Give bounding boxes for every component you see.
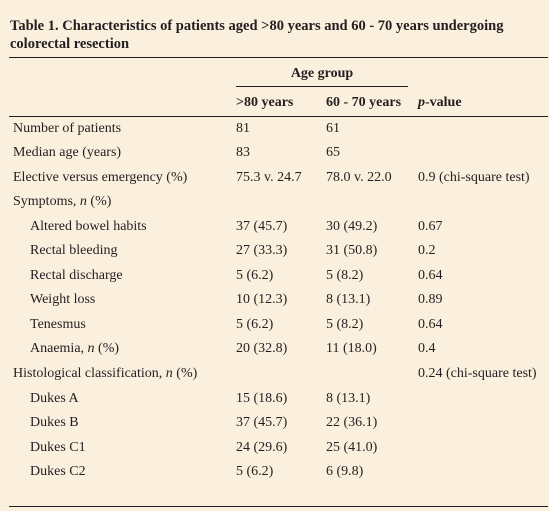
cell-over-80: 27 (33.3) [236, 243, 288, 259]
row-label: Elective versus emergency (%) [13, 166, 187, 191]
table-row: Histological classification, n (%) 0.24 (… [0, 362, 549, 387]
row-label-text: Number of patients [13, 120, 122, 136]
cell-over-80: 81 [236, 120, 250, 136]
row-label: Symptoms, n (%) [13, 190, 111, 215]
table-title-line1: Table 1. Characteristics of patients age… [10, 18, 504, 34]
table-row: Number of patients 81 61 [0, 117, 549, 142]
cell-60-70: 8 (13.1) [326, 390, 371, 406]
cell-over-80: 5 (6.2) [236, 464, 274, 480]
row-label: Dukes B [30, 411, 79, 436]
cell-p-value: 0.9 (chi-square test) [418, 169, 530, 185]
cell-60-70: 5 (8.2) [326, 267, 364, 283]
column-header-p-value: p-value [418, 95, 462, 111]
cell-60-70: 6 (9.8) [326, 464, 364, 480]
cell-p-value: 0.4 [418, 341, 436, 357]
cell-60-70: 65 [326, 145, 340, 161]
row-label-suffix: (%) [86, 194, 112, 210]
table-row: Anaemia, n (%) 20 (32.8) 11 (18.0) 0.4 [0, 337, 549, 362]
cell-60-70: 22 (36.1) [326, 415, 378, 431]
age-group-header: Age group [290, 66, 354, 81]
row-label: Anaemia, n (%) [30, 337, 119, 362]
row-label: Rectal bleeding [30, 239, 117, 264]
cell-over-80: 20 (32.8) [236, 341, 288, 357]
table-row: Weight loss 10 (12.3) 8 (13.1) 0.89 [0, 288, 549, 313]
table-row: Tenesmus 5 (6.2) 5 (8.2) 0.64 [0, 313, 549, 338]
row-label-italic: n [165, 366, 173, 381]
row-label-italic: n [79, 194, 87, 210]
bottom-rule [9, 506, 548, 507]
cell-p-value: 0.67 [418, 218, 443, 234]
row-label-italic: n [87, 341, 95, 357]
row-label: Weight loss [30, 288, 95, 313]
cell-over-80: 5 (6.2) [236, 267, 274, 283]
cell-over-80: 24 (29.6) [236, 439, 288, 455]
header-rule [9, 116, 548, 117]
row-label-text: Rectal bleeding [30, 243, 118, 259]
table-title: Table 1. Characteristics of patients age… [10, 17, 530, 53]
row-label-text: Median age (years) [13, 145, 122, 161]
table-row: Rectal bleeding 27 (33.3) 31 (50.8) 0.2 [0, 239, 549, 264]
row-label-text: Rectal discharge [30, 267, 123, 283]
table-row: Elective versus emergency (%) 75.3 v. 24.… [0, 166, 549, 191]
table-row: Rectal discharge 5 (6.2) 5 (8.2) 0.64 [0, 264, 549, 289]
cell-p-value: 0.64 [418, 267, 443, 283]
row-label: Tenesmus [30, 313, 86, 338]
row-label: Altered bowel habits [30, 215, 147, 240]
row-label-text: Dukes B [30, 415, 79, 431]
cell-60-70: 30 (49.2) [326, 218, 378, 234]
cell-60-70: 78.0 v. 22.0 [326, 169, 392, 185]
row-label: Dukes A [30, 387, 79, 412]
table-row: Dukes B 37 (45.7) 22 (36.1) [0, 411, 549, 436]
cell-over-80: 75.3 v. 24.7 [236, 169, 302, 185]
table-title-line2: colorectal resection [10, 36, 130, 52]
cell-over-80: 83 [236, 145, 250, 161]
cell-p-value: 0.64 [418, 316, 443, 332]
table-row: Symptoms, n (%) [0, 190, 549, 215]
table-row: Dukes A 15 (18.6) 8 (13.1) [0, 387, 549, 412]
row-label: Median age (years) [13, 141, 121, 166]
cell-over-80: 37 (45.7) [236, 218, 288, 234]
row-label-text: Altered bowel habits [30, 218, 147, 234]
row-label-text: Dukes C2 [30, 464, 86, 480]
row-label: Number of patients [13, 117, 121, 142]
cell-over-80: 15 (18.6) [236, 390, 288, 406]
cell-p-value: 0.89 [418, 292, 443, 308]
row-label-suffix: (%) [172, 366, 198, 381]
cell-p-value: 0.2 [418, 243, 436, 259]
table-row: Dukes C2 5 (6.2) 6 (9.8) [0, 460, 549, 485]
cell-over-80: 10 (12.3) [236, 292, 288, 308]
column-header-over-80: >80 years [236, 95, 294, 110]
row-label-suffix: (%) [94, 341, 120, 357]
row-label: Dukes C1 [30, 436, 86, 461]
row-label-text: Weight loss [30, 292, 96, 308]
cell-60-70: 5 (8.2) [326, 316, 364, 332]
cell-60-70: 11 (18.0) [326, 341, 377, 357]
cell-60-70: 25 (41.0) [326, 439, 378, 455]
cell-over-80: 5 (6.2) [236, 316, 274, 332]
p-rest: -value [425, 95, 462, 110]
top-rule [9, 57, 548, 58]
row-label: Histological classification, n (%) [13, 362, 197, 387]
row-label-text: Dukes A [30, 390, 79, 406]
row-label-text: Dukes C1 [30, 439, 86, 455]
cell-60-70: 8 (13.1) [326, 292, 371, 308]
table-row: Altered bowel habits 37 (45.7) 30 (49.2) 0.… [0, 215, 549, 240]
table-row: Median age (years) 83 65 [0, 141, 549, 166]
row-label: Dukes C2 [30, 460, 86, 485]
age-group-rule [236, 86, 408, 87]
cell-p-value: 0.24 (chi-square test) [418, 366, 537, 381]
cell-60-70: 31 (50.8) [326, 243, 378, 259]
row-label-text: Anaemia, [30, 341, 88, 357]
row-label-text: Tenesmus [30, 316, 86, 332]
column-header-60-70: 60 - 70 years [326, 95, 402, 110]
row-label-text: Symptoms, [13, 194, 80, 210]
table-row: Dukes C1 24 (29.6) 25 (41.0) [0, 436, 549, 461]
row-label: Rectal discharge [30, 264, 123, 289]
cell-over-80: 37 (45.7) [236, 415, 288, 431]
row-label-text: Elective versus emergency (%) [13, 169, 188, 185]
row-label-text: Histological classification, [13, 366, 166, 381]
p-italic: p [418, 95, 425, 110]
cell-60-70: 61 [326, 120, 340, 136]
